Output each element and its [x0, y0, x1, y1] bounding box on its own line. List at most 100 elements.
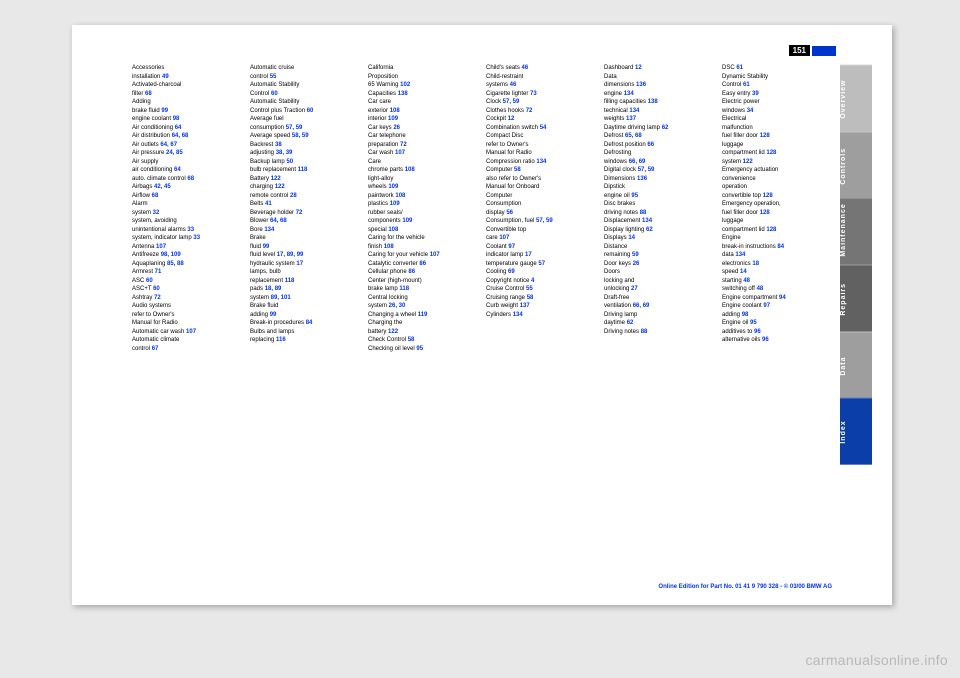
index-page-ref[interactable]: 136 [637, 176, 647, 182]
tab-data[interactable]: Data [840, 332, 872, 399]
index-page-ref[interactable]: 24, 85 [166, 150, 183, 156]
index-page-ref[interactable]: 26 [633, 261, 640, 267]
index-page-ref[interactable]: 32 [153, 210, 160, 216]
index-page-ref[interactable]: 137 [626, 116, 636, 122]
index-page-ref[interactable]: 57, 59 [503, 99, 520, 105]
index-page-ref[interactable]: 134 [264, 227, 274, 233]
index-page-ref[interactable]: 68 [152, 193, 159, 199]
index-page-ref[interactable]: 85, 88 [167, 261, 184, 267]
index-page-ref[interactable]: 107 [499, 235, 509, 241]
index-page-ref[interactable]: 28 [290, 193, 297, 199]
index-page-ref[interactable]: 33 [187, 227, 194, 233]
index-page-ref[interactable]: 84 [306, 320, 313, 326]
index-page-ref[interactable]: 69 [508, 269, 515, 275]
index-page-ref[interactable]: 137 [520, 303, 530, 309]
index-page-ref[interactable]: 71 [155, 269, 162, 275]
index-page-ref[interactable]: 66 [647, 142, 654, 148]
index-page-ref[interactable]: 60 [271, 91, 278, 97]
index-page-ref[interactable]: 128 [760, 133, 770, 139]
index-page-ref[interactable]: 108 [405, 167, 415, 173]
index-page-ref[interactable]: 122 [743, 159, 753, 165]
index-page-ref[interactable]: 108 [388, 227, 398, 233]
index-page-ref[interactable]: 42, 45 [154, 184, 171, 190]
index-page-ref[interactable]: 94 [779, 295, 786, 301]
index-page-ref[interactable]: 134 [735, 252, 745, 258]
index-page-ref[interactable]: 107 [156, 244, 166, 250]
index-page-ref[interactable]: 118 [399, 286, 409, 292]
index-page-ref[interactable]: 54 [540, 125, 547, 131]
index-page-ref[interactable]: 119 [418, 312, 428, 318]
index-page-ref[interactable]: 14 [740, 269, 747, 275]
index-page-ref[interactable]: 57, 59 [638, 167, 655, 173]
index-page-ref[interactable]: 67 [152, 346, 159, 352]
index-page-ref[interactable]: 72 [400, 142, 407, 148]
index-page-ref[interactable]: 68 [145, 91, 152, 97]
index-page-ref[interactable]: 58 [527, 295, 534, 301]
index-page-ref[interactable]: 102 [400, 82, 410, 88]
index-page-ref[interactable]: 98 [742, 312, 749, 318]
tab-repairs[interactable]: Repairs [840, 265, 872, 332]
index-page-ref[interactable]: 108 [384, 244, 394, 250]
index-page-ref[interactable]: 86 [408, 269, 415, 275]
index-page-ref[interactable]: 99 [270, 312, 277, 318]
index-page-ref[interactable]: 99 [263, 244, 270, 250]
index-page-ref[interactable]: 97 [508, 244, 515, 250]
index-page-ref[interactable]: 86 [419, 261, 426, 267]
index-page-ref[interactable]: 66, 69 [633, 303, 650, 309]
index-page-ref[interactable]: 72 [526, 108, 533, 114]
index-page-ref[interactable]: 68 [187, 176, 194, 182]
index-page-ref[interactable]: 26, 30 [389, 303, 406, 309]
index-page-ref[interactable]: 57 [538, 261, 545, 267]
index-page-ref[interactable]: 12 [635, 65, 642, 71]
index-page-ref[interactable]: 122 [275, 184, 285, 190]
index-page-ref[interactable]: 18, 89 [265, 286, 282, 292]
index-page-ref[interactable]: 58 [408, 337, 415, 343]
index-page-ref[interactable]: 116 [276, 337, 286, 343]
index-page-ref[interactable]: 64, 67 [160, 142, 177, 148]
index-page-ref[interactable]: 66, 69 [629, 159, 646, 165]
index-page-ref[interactable]: 17 [296, 261, 303, 267]
index-page-ref[interactable]: 122 [388, 329, 398, 335]
index-page-ref[interactable]: 62 [646, 227, 653, 233]
index-page-ref[interactable]: 58, 59 [292, 133, 309, 139]
index-page-ref[interactable]: 109 [388, 184, 398, 190]
tab-controls[interactable]: Controls [840, 132, 872, 199]
index-page-ref[interactable]: 50 [286, 159, 293, 165]
index-page-ref[interactable]: 27 [631, 286, 638, 292]
index-page-ref[interactable]: 61 [743, 82, 750, 88]
index-page-ref[interactable]: 95 [631, 193, 638, 199]
index-page-ref[interactable]: 39 [752, 91, 759, 97]
index-page-ref[interactable]: 57, 59 [286, 125, 303, 131]
index-page-ref[interactable]: 18 [752, 261, 759, 267]
index-page-ref[interactable]: 134 [629, 108, 639, 114]
index-page-ref[interactable]: 128 [763, 193, 773, 199]
index-page-ref[interactable]: 64 [174, 167, 181, 173]
index-page-ref[interactable]: 60 [146, 278, 153, 284]
index-page-ref[interactable]: 64, 68 [172, 133, 189, 139]
index-page-ref[interactable]: 17 [525, 252, 532, 258]
index-page-ref[interactable]: 134 [642, 218, 652, 224]
index-page-ref[interactable]: 46 [510, 82, 517, 88]
index-page-ref[interactable]: 136 [636, 82, 646, 88]
index-page-ref[interactable]: 134 [513, 312, 523, 318]
index-page-ref[interactable]: 97 [763, 303, 770, 309]
index-page-ref[interactable]: 38 [275, 142, 282, 148]
index-page-ref[interactable]: 118 [285, 278, 295, 284]
index-page-ref[interactable]: 96 [762, 337, 769, 343]
index-page-ref[interactable]: 107 [430, 252, 440, 258]
index-page-ref[interactable]: 118 [298, 167, 308, 173]
index-page-ref[interactable]: 128 [766, 150, 776, 156]
index-page-ref[interactable]: 72 [154, 295, 161, 301]
index-page-ref[interactable]: 64 [175, 125, 182, 131]
tab-overview[interactable]: Overview [840, 65, 872, 132]
index-page-ref[interactable]: 26 [393, 125, 400, 131]
tab-maintenance[interactable]: Maintenance [840, 198, 872, 265]
index-page-ref[interactable]: 59 [632, 252, 639, 258]
index-page-ref[interactable]: 72 [296, 210, 303, 216]
index-page-ref[interactable]: 95 [750, 320, 757, 326]
index-page-ref[interactable]: 109 [402, 218, 412, 224]
index-page-ref[interactable]: 48 [743, 278, 750, 284]
index-page-ref[interactable]: 138 [398, 91, 408, 97]
index-page-ref[interactable]: 55 [270, 74, 277, 80]
index-page-ref[interactable]: 107 [395, 150, 405, 156]
